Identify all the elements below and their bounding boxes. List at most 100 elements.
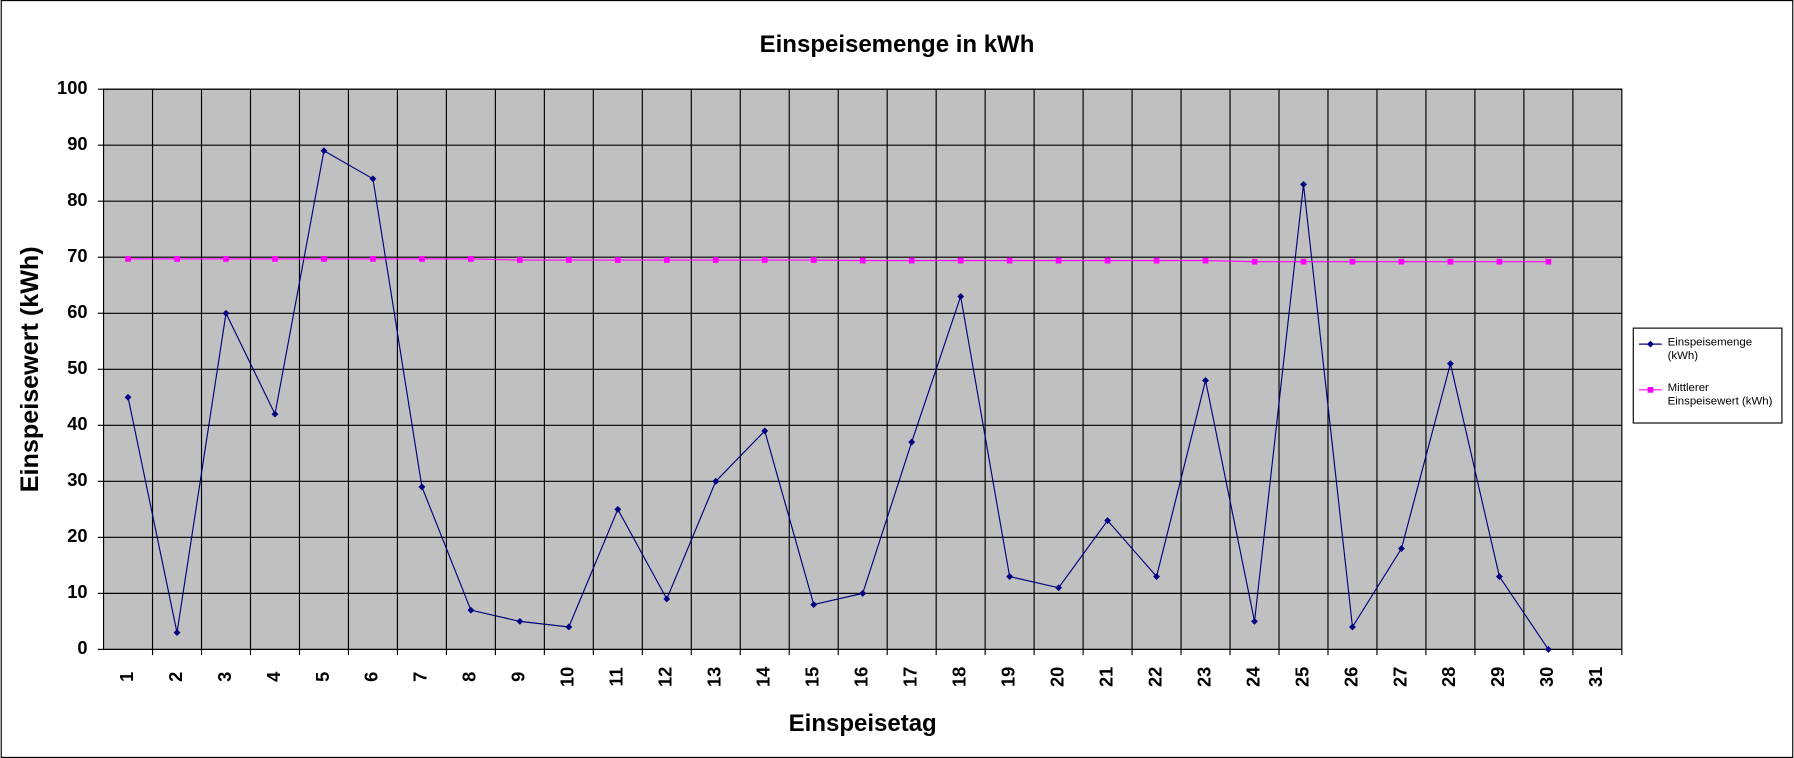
x-tick-label: 25 <box>1291 667 1312 687</box>
marker <box>1202 377 1209 384</box>
chart-title: Einspeisemenge in kWh <box>760 31 1035 58</box>
marker <box>321 256 327 262</box>
x-tick-label: 12 <box>655 667 676 687</box>
y-tick-label: 80 <box>67 189 87 210</box>
marker <box>369 175 377 183</box>
marker <box>272 256 278 262</box>
marker <box>1398 545 1405 552</box>
marker <box>1349 623 1356 631</box>
marker <box>663 595 671 603</box>
marker <box>1300 180 1307 188</box>
marker <box>565 623 573 631</box>
marker <box>810 257 817 263</box>
x-tick-label: 1 <box>116 672 137 682</box>
marker <box>712 257 719 263</box>
marker <box>1647 387 1654 393</box>
marker <box>957 293 965 300</box>
marker <box>908 257 915 264</box>
marker <box>370 256 376 262</box>
x-tick-label: 10 <box>557 667 578 687</box>
marker <box>1251 258 1258 265</box>
x-tick-label: 3 <box>214 672 235 682</box>
marker <box>1055 257 1062 264</box>
marker <box>419 256 425 262</box>
x-tick-label: 14 <box>753 666 774 687</box>
marker <box>1202 257 1209 264</box>
legend-entry: Mittlerer Einspeisewert (kWh) <box>1667 381 1773 409</box>
x-tick-label: 7 <box>410 672 431 682</box>
marker <box>761 257 768 263</box>
x-tick-label: 4 <box>263 671 284 682</box>
y-tick-label: 20 <box>67 525 87 546</box>
y-tick-label: 10 <box>67 581 87 602</box>
x-tick-label: 27 <box>1389 667 1410 687</box>
marker <box>957 257 964 264</box>
y-axis-label: Einspeisewert (kWh) <box>16 246 44 492</box>
y-tick-label: 70 <box>67 245 87 266</box>
legend-entry: Einspeisemenge (kWh) <box>1667 336 1753 363</box>
marker <box>271 410 279 418</box>
marker <box>517 257 523 263</box>
marker <box>1496 258 1503 265</box>
marker <box>1398 258 1405 265</box>
marker <box>418 483 426 491</box>
x-tick-label: 13 <box>704 667 725 687</box>
marker <box>1646 340 1654 348</box>
x-tick-label: 15 <box>802 667 823 687</box>
legend: Einspeisemenge (kWh) Mittlerer Einspeisew… <box>1632 327 1783 424</box>
marker <box>1153 257 1160 264</box>
y-tick-label: 100 <box>57 77 88 98</box>
marker <box>1447 258 1454 265</box>
x-tick-label: 8 <box>459 672 480 682</box>
marker <box>859 257 866 264</box>
marker <box>1300 258 1307 265</box>
x-tick-label: 28 <box>1438 667 1459 687</box>
marker <box>810 601 818 609</box>
marker <box>124 393 132 401</box>
x-tick-label: 6 <box>361 672 382 682</box>
marker <box>223 256 229 262</box>
legend-label: Einspeisemenge (kWh) <box>1667 336 1753 363</box>
marker <box>1544 645 1552 653</box>
legend-label: Mittlerer Einspeisewert (kWh) <box>1667 381 1773 409</box>
x-tick-label: 9 <box>508 672 529 682</box>
marker <box>1104 517 1112 524</box>
x-tick-label: 21 <box>1095 667 1116 687</box>
plot-border <box>102 88 1623 650</box>
x-tick-label: 23 <box>1193 667 1214 687</box>
x-tick-label: 26 <box>1340 667 1361 687</box>
marker <box>125 256 131 262</box>
y-tick-label: 90 <box>67 133 87 154</box>
x-tick-label: 5 <box>312 672 333 682</box>
y-tick-label: 50 <box>67 357 87 378</box>
marker <box>320 147 328 155</box>
x-tick-label: 22 <box>1144 667 1165 687</box>
series-line <box>127 149 1549 650</box>
x-tick-label: 19 <box>997 667 1018 687</box>
x-tick-label: 29 <box>1487 667 1508 687</box>
marker <box>859 589 867 597</box>
x-tick-label: 17 <box>900 667 921 687</box>
marker <box>1446 360 1454 368</box>
marker <box>1545 258 1552 265</box>
marker <box>174 256 180 262</box>
x-tick-label: 30 <box>1536 667 1557 687</box>
x-tick-label: 2 <box>165 672 186 682</box>
marker <box>712 477 720 485</box>
marker <box>761 427 769 435</box>
marker <box>1104 257 1111 264</box>
x-tick-label: 16 <box>851 667 872 687</box>
x-tick-label: 20 <box>1046 667 1067 687</box>
y-tick-label: 0 <box>77 637 87 658</box>
y-tick-label: 30 <box>67 469 87 490</box>
marker <box>1055 584 1063 592</box>
marker <box>222 309 230 317</box>
marker <box>1349 258 1356 265</box>
marker <box>468 256 474 262</box>
x-axis-label: Einspeisetag <box>789 710 937 737</box>
x-tick-label: 31 <box>1585 667 1606 687</box>
x-tick-label: 11 <box>606 667 627 686</box>
marker <box>565 257 572 263</box>
series-line <box>128 258 1549 263</box>
